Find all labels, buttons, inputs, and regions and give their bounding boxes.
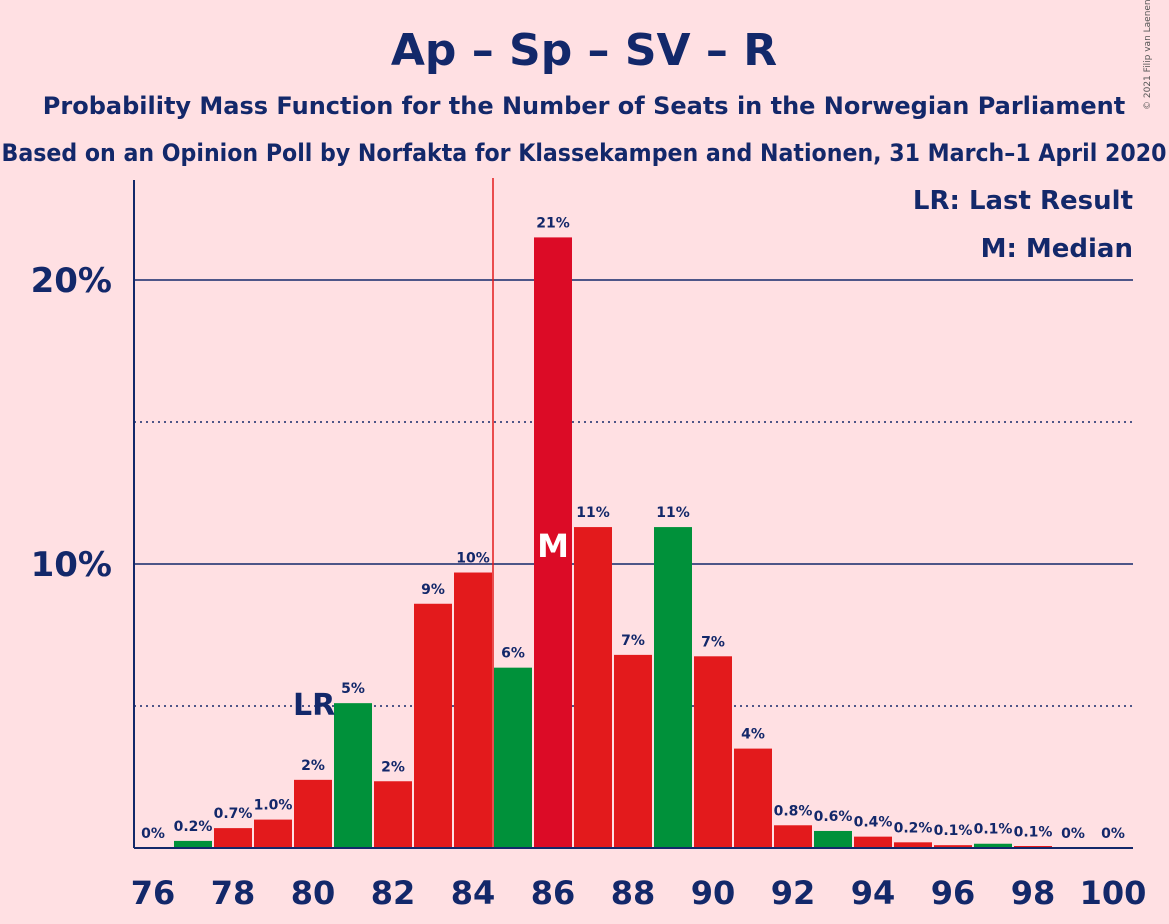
bar-label-81: 5% — [341, 681, 365, 697]
bar-label-97: 0.1% — [974, 822, 1013, 838]
axes — [133, 180, 1133, 849]
x-tick-98: 98 — [1011, 874, 1056, 912]
bar-78 — [214, 828, 252, 848]
x-tick-84: 84 — [451, 874, 496, 912]
bar-label-80: 2% — [301, 758, 325, 774]
x-tick-76: 76 — [131, 874, 176, 912]
bar-92 — [774, 825, 812, 848]
bar-label-88: 7% — [621, 633, 645, 649]
x-tick-90: 90 — [691, 874, 736, 912]
legend-last-result: LR: Last Result — [913, 186, 1133, 216]
bar-label-91: 4% — [741, 727, 765, 743]
bar-label-89: 11% — [656, 505, 690, 521]
bar-82 — [374, 781, 412, 848]
bar-84 — [454, 572, 492, 848]
x-tick-78: 78 — [211, 874, 256, 912]
x-tick-96: 96 — [931, 874, 976, 912]
bar-label-100: 0% — [1101, 826, 1125, 842]
legend-median: M: Median — [981, 234, 1133, 264]
bar-label-79: 1.0% — [254, 798, 293, 814]
x-tick-88: 88 — [611, 874, 656, 912]
bar-91 — [734, 748, 772, 848]
bar-label-94: 0.4% — [854, 815, 893, 831]
bar-97 — [974, 843, 1012, 848]
x-tick-100: 100 — [1080, 874, 1147, 912]
bar-label-85: 6% — [501, 646, 525, 662]
bar-label-93: 0.6% — [814, 809, 853, 825]
bar-83 — [414, 603, 452, 848]
bar-88 — [614, 654, 652, 848]
x-tick-86: 86 — [531, 874, 576, 912]
y-tick-10: 10% — [31, 545, 112, 585]
bar-label-99: 0% — [1061, 826, 1085, 842]
bar-79 — [254, 819, 292, 848]
bar-label-84: 10% — [456, 551, 490, 567]
bar-label-78: 0.7% — [214, 806, 253, 822]
bar-85 — [494, 667, 532, 848]
x-tick-labels: 76 78 80 82 84 86 88 90 92 94 96 98 100 — [131, 874, 1147, 912]
bar-95 — [894, 842, 932, 848]
y-tick-labels: 10% 20% — [31, 261, 112, 585]
bar-label-90: 7% — [701, 634, 725, 650]
bar-value-labels: 0% 0.2%0.7%1.0%2%5%2%9%10%6%21%11%7%11%7%… — [141, 215, 1125, 842]
bar-77 — [174, 840, 212, 848]
x-tick-94: 94 — [851, 874, 896, 912]
bar-89 — [654, 527, 692, 848]
bar-87 — [574, 527, 612, 848]
bar-label-82: 2% — [381, 759, 405, 775]
y-tick-20: 20% — [31, 261, 112, 301]
bar-93 — [814, 830, 852, 848]
chart-title: Ap – Sp – SV – R — [391, 25, 777, 76]
bar-label-96: 0.1% — [934, 823, 973, 839]
median-marker: M — [537, 527, 569, 565]
bar-label-86: 21% — [536, 215, 570, 231]
x-tick-80: 80 — [291, 874, 336, 912]
bar-81 — [334, 703, 372, 848]
bar-80 — [294, 779, 332, 848]
bar-label-92: 0.8% — [774, 803, 813, 819]
bar-label-87: 11% — [576, 505, 610, 521]
bar-label-95: 0.2% — [894, 820, 933, 836]
markers: LR M — [293, 178, 569, 848]
x-tick-82: 82 — [371, 874, 416, 912]
bar-label-77: 0.2% — [174, 819, 213, 835]
x-tick-92: 92 — [771, 874, 816, 912]
bar-label-98: 0.1% — [1014, 825, 1053, 841]
bar-label-76: 0% — [141, 826, 165, 842]
bar-label-83: 9% — [421, 582, 445, 598]
chart-subtitle: Probability Mass Function for the Number… — [43, 92, 1125, 120]
bar-86 — [534, 237, 572, 848]
last-result-marker: LR — [293, 688, 335, 723]
bar-90 — [694, 656, 732, 848]
chart-subtitle-poll: Based on an Opinion Poll by Norfakta for… — [2, 139, 1167, 167]
bar-94 — [854, 836, 892, 848]
bar-96 — [934, 845, 972, 848]
bars — [174, 237, 1052, 848]
copyright: © 2021 Filip van Laenen — [1143, 0, 1153, 110]
